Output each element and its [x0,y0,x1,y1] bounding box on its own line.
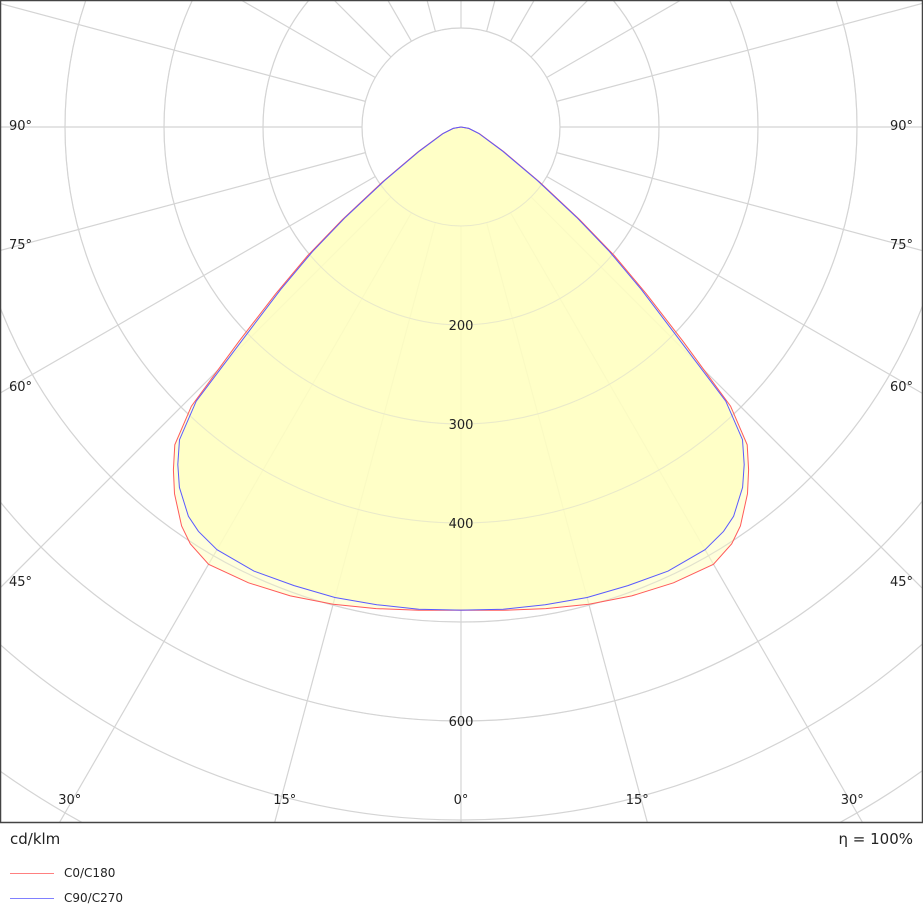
series-curve-1 [177,126,745,611]
grid-ring-overlay [262,1,660,326]
legend-swatch-red [10,872,54,874]
angle-label-left: 60° [9,380,33,396]
angle-label-bottom: 15° [625,793,649,808]
legend-swatch-blue [10,897,54,899]
grid-spoke [556,2,922,102]
grid-spoke [1,3,366,102]
grid-spoke [509,1,535,42]
grid-spoke [1,152,366,251]
angle-label-right: 60° [889,380,913,396]
grid-spoke [334,1,392,58]
grid-ring-overlay [361,27,561,227]
angle-label-left: 90° [9,119,33,134]
grid-spoke [546,1,681,79]
grid-spoke [556,152,922,252]
efficiency-label: η = 100% [838,830,914,848]
fill-area-c90 [177,127,745,611]
angle-label-right: 45° [889,575,913,590]
grid-spoke [387,1,413,42]
angle-label-bottom: 15° [273,793,297,808]
radial-tick-label: 200 [449,319,474,334]
legend-item-c0: C0/C180 [10,866,115,880]
grid-spoke [426,1,436,32]
angle-label-bottom: 30° [58,793,82,808]
angle-label-right: 75° [889,237,913,253]
unit-label: cd/klm [10,830,61,848]
grid-ring-overlay [1,305,922,623]
angle-label-left: 75° [9,237,33,253]
radial-tick-label: 300 [449,418,474,433]
grid-spoke [1,175,376,394]
legend-item-c90: C90/C270 [10,891,123,905]
grid-spoke [486,1,496,32]
angle-label-bottom: 0° [453,793,469,808]
radial-tick-label: 600 [449,715,474,730]
legend-label: C90/C270 [64,891,123,905]
legend-label: C0/C180 [64,866,116,880]
grid-ring-overlay [64,1,858,524]
angle-label-right: 90° [889,119,913,134]
grid-ring-overlay [1,500,922,722]
angle-label-bottom: 30° [840,793,864,808]
grid-ring-overlay [163,1,759,425]
angle-label-left: 45° [9,575,33,590]
grid-spoke [241,1,376,79]
grid-spoke [530,1,588,58]
grid-spoke [546,175,922,394]
radial-tick-label: 400 [449,517,474,532]
